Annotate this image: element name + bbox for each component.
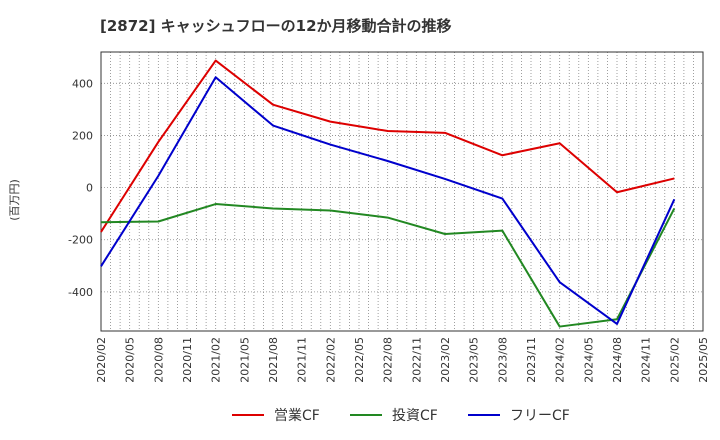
x-tick-label: 2022/02: [324, 337, 337, 383]
y-tick-label: 200: [72, 129, 93, 142]
x-tick-label: 2023/11: [525, 337, 538, 383]
plot-area: 400 200 0 -200 -400 2020/02 2020/05 2020/08 2020…: [68, 51, 710, 383]
x-tick-label: 2023/02: [439, 337, 452, 383]
x-tick-label: 2020/11: [181, 337, 194, 383]
x-tick-label: 2020/08: [152, 337, 165, 383]
x-tick-label: 2021/05: [238, 337, 251, 383]
y-axis-label: (百万円): [8, 179, 21, 221]
x-tick-label: 2024/08: [611, 337, 624, 383]
plot-border: [100, 51, 704, 332]
legend-label-1: 投資CF: [392, 408, 438, 424]
x-tick-label: 2025/05: [697, 337, 710, 383]
x-tick-label: 2023/05: [468, 337, 481, 383]
chart-title: [2872] キャッシュフローの12か月移動合計の推移: [100, 17, 452, 35]
legend-label-0: 営業CF: [274, 408, 320, 424]
x-tick-label: 2021/02: [210, 337, 223, 383]
y-tick-label: 0: [86, 182, 93, 195]
x-tick-label: 2020/02: [95, 337, 108, 383]
x-tick-label: 2025/02: [668, 337, 681, 383]
x-tick-label: 2020/05: [124, 337, 137, 383]
x-tick-label: 2022/05: [353, 337, 366, 383]
legend-label-2: フリーCF: [510, 408, 570, 424]
x-tick-label: 2021/08: [267, 337, 280, 383]
y-tick-label: 400: [72, 77, 93, 90]
x-tick-label: 2022/11: [410, 337, 423, 383]
x-tick-label: 2024/02: [554, 337, 567, 383]
x-tick-label: 2023/08: [496, 337, 509, 383]
legend: 営業CF 投資CF フリーCF: [232, 408, 570, 424]
x-tick-label: 2022/08: [382, 337, 395, 383]
x-tick-label: 2021/11: [296, 337, 309, 383]
x-tick-label: 2024/05: [582, 337, 595, 383]
y-tick-label: -400: [68, 286, 93, 299]
x-tick-label: 2024/11: [640, 337, 653, 383]
y-tick-label: -200: [68, 234, 93, 247]
